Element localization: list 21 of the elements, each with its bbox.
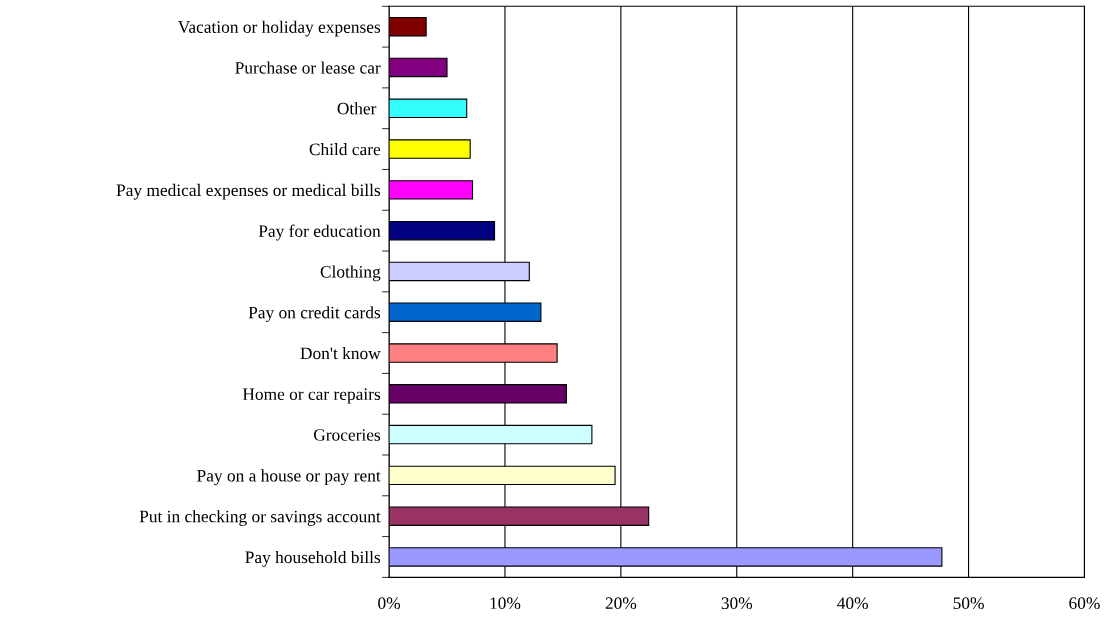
y-tick-label: Pay on credit cards [248, 306, 381, 322]
x-tick-label: 20% [605, 597, 637, 610]
y-tick-label: Vacation or holiday expenses [177, 20, 381, 37]
y-tick-label: Pay for education [258, 224, 381, 241]
y-tick-label: Home or car repairs [242, 388, 381, 404]
y-tick-label: Groceries [313, 429, 381, 441]
y-tick-label: Put in checking or savings account [139, 510, 381, 526]
y-tick-label: Pay medical expenses or medical bills [116, 183, 381, 200]
x-tick-label: 40% [837, 597, 868, 610]
x-tick-label: 50% [953, 597, 984, 610]
y-tick-label: Don't know [300, 347, 381, 360]
x-tick-label: 30% [721, 597, 753, 610]
y-tick-label: Other [337, 102, 377, 115]
x-tick-label: 10% [490, 597, 521, 610]
y-tick-label: Child care [309, 143, 381, 156]
y-tick-label: Pay household bills [245, 550, 381, 567]
y-tick-label: Purchase or lease car [235, 61, 381, 74]
x-tick-label: 0% [378, 597, 401, 610]
x-tick-label: 60% [1069, 597, 1100, 610]
y-tick-label: Pay on a house or pay rent [197, 469, 381, 486]
y-tick-label: Clothing [320, 265, 381, 282]
